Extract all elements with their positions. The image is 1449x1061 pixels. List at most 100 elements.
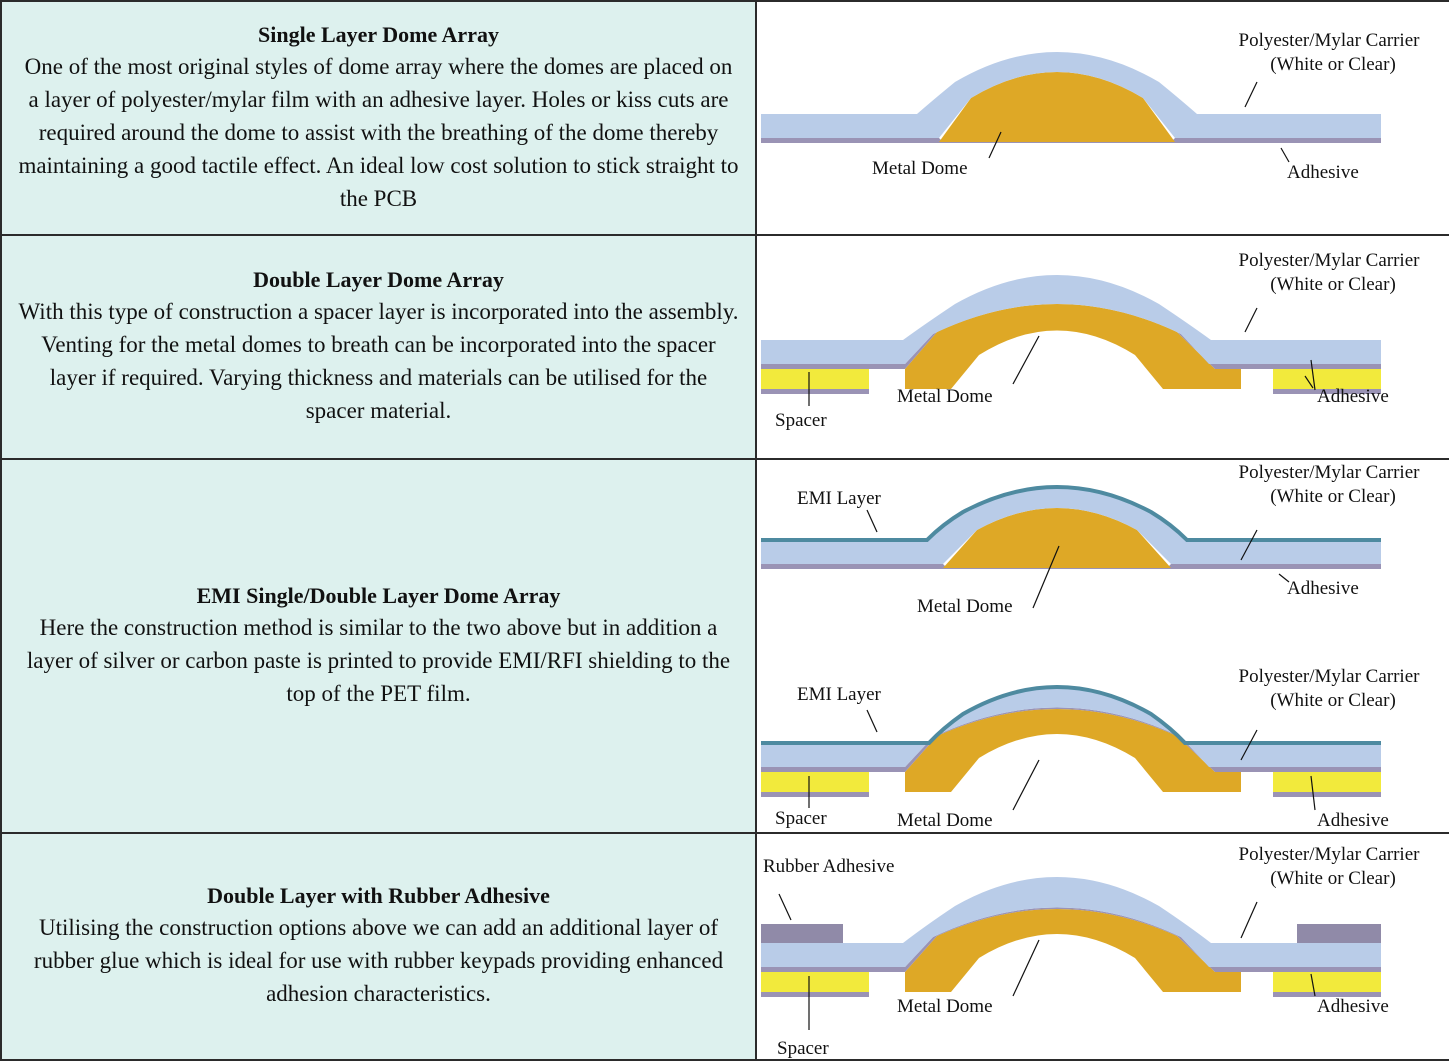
carrier-layer — [761, 275, 1381, 364]
adhesive-right — [1273, 992, 1381, 997]
row-title: Double Layer Dome Array — [253, 267, 504, 292]
dome-label: Metal Dome — [917, 596, 1013, 617]
rubber-adhesive-pointer — [778, 893, 792, 921]
row-title: EMI Single/Double Layer Dome Array — [196, 582, 561, 608]
metal-dome — [939, 72, 1175, 142]
carrier-layer — [761, 52, 1381, 138]
adhesive-right — [1273, 792, 1381, 797]
spacer-right — [1273, 772, 1381, 792]
rubber-adhesive-label: Rubber Adhesive — [763, 856, 894, 877]
carrier-pointer — [1240, 529, 1258, 561]
emi-label: EMI Layer — [797, 488, 882, 509]
carrier-sub-label: (White or Clear) — [1270, 274, 1396, 295]
carrier-layer — [761, 877, 1381, 967]
adhesive-label: Adhesive — [1317, 810, 1389, 831]
adhesive-layer — [761, 707, 1381, 772]
carrier-label: Polyester/Mylar Carrier — [1239, 844, 1421, 865]
rubber-adhesive-left — [761, 924, 843, 944]
table-row: Double Layer with Rubber Adhesive Utilis… — [0, 832, 1449, 1061]
carrier-label: Polyester/Mylar Carrier — [1239, 30, 1421, 51]
row-title: Double Layer with Rubber Adhesive — [207, 883, 550, 908]
table-row: Double Layer Dome Array With this type o… — [0, 234, 1449, 460]
description-cell: Single Layer Dome Array One of the most … — [0, 0, 757, 236]
adhesive-pointer — [1278, 573, 1290, 583]
diagram-cell: Polyester/Mylar Carrier (White or Clear)… — [755, 234, 1449, 460]
adhesive-left — [761, 992, 869, 997]
rubber-adhesive-diagram: Rubber Adhesive Polyester/Mylar Carrier … — [761, 844, 1421, 1059]
carrier-pointer — [1240, 729, 1258, 761]
table-row: EMI Single/Double Layer Dome Array Here … — [0, 458, 1449, 834]
emi-pointer — [866, 509, 878, 533]
spacer-label: Spacer — [775, 410, 827, 431]
description-cell: EMI Single/Double Layer Dome Array Here … — [0, 458, 757, 834]
adhesive-layer — [761, 138, 1381, 143]
carrier-label: Polyester/Mylar Carrier — [1239, 666, 1421, 687]
dome-pointer — [1012, 335, 1040, 385]
dome-label: Metal Dome — [897, 996, 993, 1017]
spacer-left — [761, 369, 869, 389]
dome-pointer — [1032, 545, 1060, 609]
carrier-sub-label: (White or Clear) — [1270, 486, 1396, 507]
adhesive-left — [761, 389, 869, 394]
spacer-left — [761, 972, 869, 992]
emi-label: EMI Layer — [797, 684, 882, 705]
description-cell: Double Layer Dome Array With this type o… — [0, 234, 757, 460]
dome-label: Metal Dome — [872, 158, 968, 179]
carrier-layer — [761, 487, 1381, 564]
carrier-pointer — [1244, 81, 1258, 108]
adhesive-right — [1273, 389, 1381, 394]
metal-dome — [905, 909, 1241, 992]
spacer-right — [1273, 369, 1381, 389]
adhesive-pointer — [1310, 775, 1316, 811]
row-description: One of the most original styles of dome … — [18, 53, 739, 211]
emi-layer — [761, 685, 1381, 745]
adhesive-label: Adhesive — [1317, 386, 1389, 407]
double-layer-diagram: Polyester/Mylar Carrier (White or Clear)… — [761, 250, 1421, 431]
spacer-label: Spacer — [775, 808, 827, 829]
row-description: Here the construction method is similar … — [26, 614, 731, 706]
carrier-label: Polyester/Mylar Carrier — [1239, 250, 1421, 271]
diagram-cell: EMI Layer Polyester/Mylar Carrier (White… — [755, 458, 1449, 834]
dome-pointer — [1012, 759, 1040, 811]
spacer-left — [761, 772, 869, 792]
adhesive-label: Adhesive — [1287, 162, 1359, 183]
adhesive-layer — [761, 564, 1381, 569]
row-description: Utilising the construction options above… — [33, 915, 724, 1006]
rubber-adhesive-right — [1297, 924, 1381, 944]
dome-label: Metal Dome — [897, 810, 993, 831]
adhesive-label: Adhesive — [1287, 578, 1359, 599]
emi-pointer — [866, 709, 878, 733]
carrier-label: Polyester/Mylar Carrier — [1239, 462, 1421, 483]
metal-dome — [943, 508, 1171, 568]
dome-pointer — [1012, 939, 1040, 997]
emi-layer — [761, 485, 1381, 542]
adhesive-pointer — [1310, 359, 1316, 391]
description-cell: Double Layer with Rubber Adhesive Utilis… — [0, 832, 757, 1061]
carrier-sub-label: (White or Clear) — [1270, 868, 1396, 889]
adhesive-pointer-2 — [1304, 375, 1314, 389]
table-row: Single Layer Dome Array One of the most … — [0, 0, 1449, 236]
adhesive-label: Adhesive — [1317, 996, 1389, 1017]
diagram-cell: Polyester/Mylar Carrier (White or Clear)… — [755, 0, 1449, 236]
emi-diagram: EMI Layer Polyester/Mylar Carrier (White… — [761, 462, 1421, 831]
metal-dome — [905, 709, 1241, 792]
dome-pointer — [988, 131, 1002, 159]
adhesive-layer — [761, 907, 1381, 972]
carrier-pointer — [1240, 901, 1258, 939]
carrier-sub-label: (White or Clear) — [1270, 690, 1396, 711]
adhesive-left — [761, 792, 869, 797]
carrier-sub-label: (White or Clear) — [1270, 54, 1396, 75]
spacer-label: Spacer — [777, 1038, 829, 1059]
row-title: Single Layer Dome Array — [258, 21, 499, 47]
carrier-pointer — [1244, 307, 1258, 333]
metal-dome — [905, 304, 1241, 389]
adhesive-pointer — [1310, 973, 1316, 997]
dome-label: Metal Dome — [897, 386, 993, 407]
diagram-cell: Rubber Adhesive Polyester/Mylar Carrier … — [755, 832, 1449, 1061]
adhesive-layer — [761, 304, 1381, 369]
spacer-right — [1273, 972, 1381, 992]
carrier-layer — [761, 687, 1381, 767]
single-layer-diagram: Polyester/Mylar Carrier (White or Clear)… — [761, 30, 1421, 183]
adhesive-pointer — [1280, 147, 1290, 163]
